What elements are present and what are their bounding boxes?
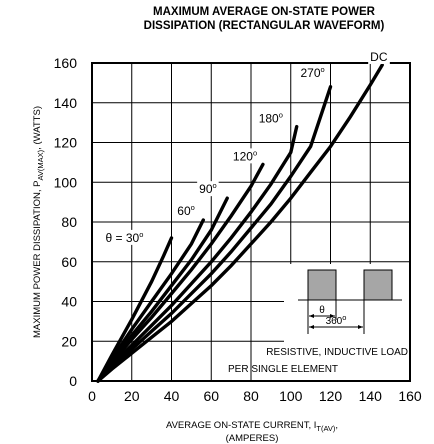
x-tick-label: 160 bbox=[398, 388, 422, 404]
chart-title-line-1: MAXIMUM AVERAGE ON-STATE POWER bbox=[153, 6, 376, 18]
series-curve-270 bbox=[96, 85, 333, 383]
load-note-line-2: PER SINGLE ELEMENT bbox=[228, 364, 338, 375]
series-label: 60o bbox=[177, 203, 195, 218]
x-tick-label: 40 bbox=[164, 388, 180, 404]
series-label: 270o bbox=[301, 65, 325, 80]
x-tick-label: 20 bbox=[124, 388, 140, 404]
pulse-1 bbox=[307, 269, 337, 301]
tick-labels: 0 20 40 60 80 100 120 140 160 0 20 40 60 80 100 120 140 1… bbox=[54, 55, 422, 404]
plot-frame bbox=[91, 62, 411, 382]
x-tick-label: 120 bbox=[319, 388, 343, 404]
series-label-background bbox=[230, 148, 260, 164]
x-tick-label: 80 bbox=[243, 388, 259, 404]
series-curves bbox=[96, 63, 384, 383]
x-tick-label: 60 bbox=[203, 388, 219, 404]
series-curve-120 bbox=[96, 162, 265, 383]
theta-arrowhead-right bbox=[330, 314, 335, 318]
series-label: 180o bbox=[259, 111, 283, 126]
y-tick-label: 120 bbox=[54, 135, 78, 151]
pulse-2 bbox=[363, 269, 393, 301]
series-label-background bbox=[256, 110, 285, 126]
curve-labels: θ = 30o 60o 90o 120o 180o 270o DC bbox=[103, 49, 390, 245]
period-arrowhead-left bbox=[309, 325, 314, 329]
series-label-background bbox=[103, 229, 146, 245]
theta-arrowhead-left bbox=[309, 314, 314, 318]
x-tick-label: 100 bbox=[279, 388, 303, 404]
y-tick-label: 100 bbox=[54, 174, 78, 190]
series-curve-180 bbox=[96, 124, 299, 383]
x-tick-label: 0 bbox=[88, 388, 96, 404]
series-label-background bbox=[197, 181, 219, 197]
period-dimension-label: 360o bbox=[326, 313, 347, 327]
y-axis-label: MAXIMUM POWER DISSIPATION, PAV(MAX), (WA… bbox=[32, 106, 45, 338]
x-axis-label: AVERAGE ON-STATE CURRENT, IT(AV), bbox=[166, 420, 338, 433]
y-tick-label: 140 bbox=[54, 95, 78, 111]
y-tick-label: 20 bbox=[61, 333, 77, 349]
series-label-background bbox=[298, 64, 327, 80]
y-tick-label: 60 bbox=[61, 254, 77, 270]
y-tick-label: 80 bbox=[61, 214, 77, 230]
y-tick-label: 0 bbox=[69, 373, 77, 389]
series-label: DC bbox=[370, 50, 388, 64]
series-label: 90o bbox=[199, 181, 217, 196]
theta-dimension-label: θ bbox=[319, 305, 325, 316]
series-label: θ = 30o bbox=[106, 230, 144, 245]
series-label-background bbox=[368, 49, 390, 64]
series-curve-30 bbox=[96, 236, 174, 383]
y-tick-label: 160 bbox=[54, 55, 78, 71]
x-axis-label-units: (AMPERES) bbox=[226, 433, 279, 444]
inset-waveform-diagram: θ 360o RESISTIVE, INDUCTIVE LOAD PER SIN… bbox=[228, 264, 410, 380]
series-label: 120o bbox=[233, 148, 257, 163]
y-tick-label: 40 bbox=[61, 294, 77, 310]
series-curve-dc bbox=[96, 63, 384, 383]
load-note-line-1: RESISTIVE, INDUCTIVE LOAD bbox=[266, 347, 408, 358]
chart-title-line-2: DISSIPATION (RECTANGULAR WAVEFORM) bbox=[144, 20, 385, 32]
series-label-background bbox=[175, 203, 197, 219]
grid-lines bbox=[92, 63, 410, 381]
period-arrowhead-right bbox=[358, 325, 363, 329]
x-tick-label: 140 bbox=[359, 388, 383, 404]
